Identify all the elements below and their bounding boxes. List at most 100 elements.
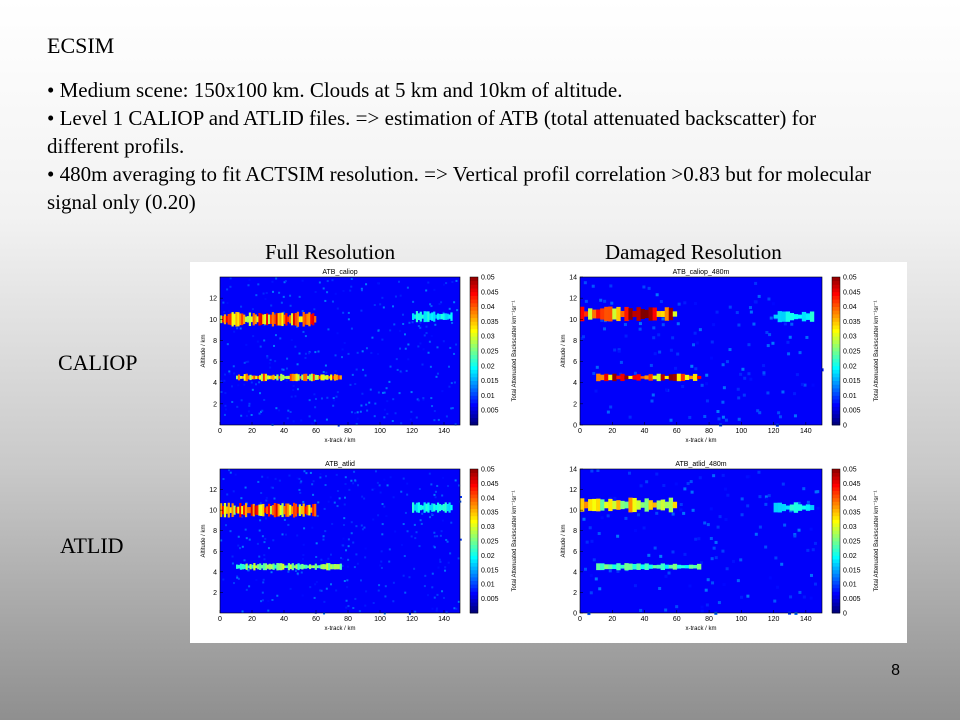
cloud-cell xyxy=(289,315,292,324)
noise-cell xyxy=(450,382,453,385)
noise-cell xyxy=(450,521,453,524)
cloud-cell xyxy=(664,501,670,509)
y-tick-label: 0 xyxy=(573,611,577,618)
noise-cell xyxy=(299,491,302,494)
noise-cell xyxy=(333,399,336,402)
noise-cell xyxy=(233,514,236,517)
noise-cell xyxy=(371,488,374,491)
cloud-cell xyxy=(425,311,428,322)
cloud-cell xyxy=(448,502,451,513)
cloud-cell xyxy=(248,312,252,327)
noise-cell xyxy=(271,280,274,283)
noise-cell xyxy=(400,371,403,374)
noise-cell xyxy=(428,472,431,475)
cloud-cell xyxy=(296,311,300,327)
noise-cell xyxy=(298,295,301,298)
noise-cell xyxy=(698,476,702,480)
cloud-cell xyxy=(307,375,310,380)
noise-cell xyxy=(331,300,334,303)
cloud-cell xyxy=(608,374,613,381)
noise-cell xyxy=(334,370,337,373)
cloud-cell xyxy=(656,311,661,317)
noise-cell xyxy=(301,558,304,561)
cloud-cell xyxy=(274,376,277,379)
noise-cell xyxy=(326,280,329,283)
noise-cell xyxy=(309,471,312,474)
colorbar-segment xyxy=(470,325,478,330)
noise-cell xyxy=(409,418,412,421)
noise-cell xyxy=(422,397,425,400)
noise-cell xyxy=(773,599,777,603)
cloud-cell xyxy=(245,563,248,570)
cloud-cell xyxy=(328,563,331,571)
noise-cell xyxy=(342,523,345,526)
cloud-cell xyxy=(258,313,261,326)
noise-cell xyxy=(336,505,339,508)
noise-cell xyxy=(433,493,436,496)
bullet-item: • Medium scene: 150x100 km. Clouds at 5 … xyxy=(47,78,623,102)
noise-cell xyxy=(265,517,268,520)
noise-cell xyxy=(369,388,372,391)
cloud-cell xyxy=(281,312,284,327)
noise-cell xyxy=(391,420,394,423)
noise-cell xyxy=(243,361,246,364)
noise-cell xyxy=(263,339,266,342)
noise-cell xyxy=(583,567,587,571)
noise-cell xyxy=(350,285,353,288)
noise-cell xyxy=(325,475,328,478)
cloud-cell xyxy=(314,374,317,381)
noise-cell xyxy=(260,600,263,603)
noise-cell xyxy=(430,483,433,486)
noise-cell xyxy=(789,509,793,513)
noise-cell xyxy=(243,559,246,562)
colorbar-tick-label: 0.005 xyxy=(481,408,499,415)
noise-cell xyxy=(298,352,301,355)
cloud-cell xyxy=(616,500,621,510)
noise-cell xyxy=(676,322,680,326)
cloud-cell xyxy=(314,563,317,570)
noise-cell xyxy=(292,384,295,387)
noise-cell xyxy=(294,570,297,572)
colorbar-segment xyxy=(832,609,840,614)
noise-cell xyxy=(316,515,319,518)
plot-background xyxy=(580,469,822,613)
cloud-cell xyxy=(243,505,246,516)
noise-cell xyxy=(228,372,231,375)
noise-cell xyxy=(273,497,276,500)
noise-cell xyxy=(265,291,268,294)
noise-cell xyxy=(323,600,326,603)
noise-cell xyxy=(442,340,445,343)
cloud-cell xyxy=(612,308,617,320)
noise-cell xyxy=(441,519,444,522)
noise-cell xyxy=(445,611,448,614)
cloud-cell xyxy=(243,564,246,569)
noise-cell xyxy=(413,567,416,570)
noise-cell xyxy=(745,475,749,479)
noise-cell xyxy=(401,313,404,316)
noise-cell xyxy=(690,364,694,368)
cloud-cell xyxy=(231,503,234,518)
colorbar-segment xyxy=(470,587,478,592)
noise-cell xyxy=(448,365,451,368)
cloud-cell xyxy=(251,375,254,380)
noise-cell xyxy=(311,526,314,529)
noise-cell xyxy=(296,363,299,366)
noise-cell xyxy=(347,352,350,355)
noise-cell xyxy=(613,348,617,352)
noise-cell xyxy=(717,417,721,421)
noise-cell xyxy=(423,585,426,588)
colorbar-segment xyxy=(832,339,840,344)
noise-cell xyxy=(725,360,729,364)
cloud-cell xyxy=(624,501,629,509)
noise-cell xyxy=(313,419,316,422)
colorbar-segment xyxy=(470,501,478,506)
cloud-cell xyxy=(247,565,250,568)
noise-cell xyxy=(410,391,413,394)
noise-cell xyxy=(374,402,377,405)
noise-cell xyxy=(781,390,785,394)
noise-cell xyxy=(588,526,592,530)
noise-cell xyxy=(628,415,632,419)
cloud-cell xyxy=(809,311,815,322)
noise-cell xyxy=(434,490,437,493)
